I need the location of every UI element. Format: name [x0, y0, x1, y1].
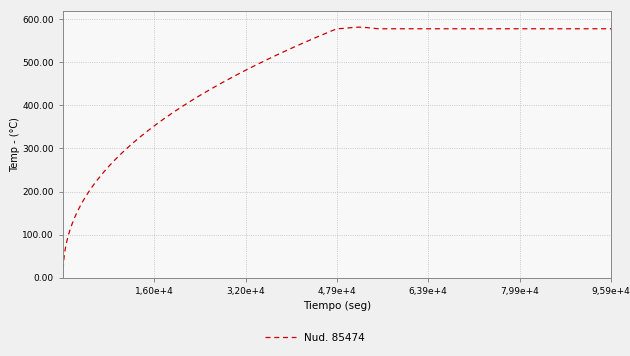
X-axis label: Tiempo (seg): Tiempo (seg): [303, 301, 371, 311]
Nud. 85474: [355, 25, 363, 29]
Nud. 85474: [188, 98, 196, 102]
Nud. 85474: [59, 276, 67, 280]
Nud. 85474: [151, 124, 158, 128]
Nud. 85474: [607, 27, 615, 31]
Legend: Nud. 85474: Nud. 85474: [261, 329, 369, 347]
Nud. 85474: [284, 48, 291, 52]
Nud. 85474: [577, 27, 585, 31]
Nud. 85474: [438, 27, 446, 31]
Y-axis label: Temp - (°C): Temp - (°C): [9, 117, 20, 172]
Line: Nud. 85474: Nud. 85474: [63, 27, 611, 278]
Nud. 85474: [75, 207, 83, 211]
